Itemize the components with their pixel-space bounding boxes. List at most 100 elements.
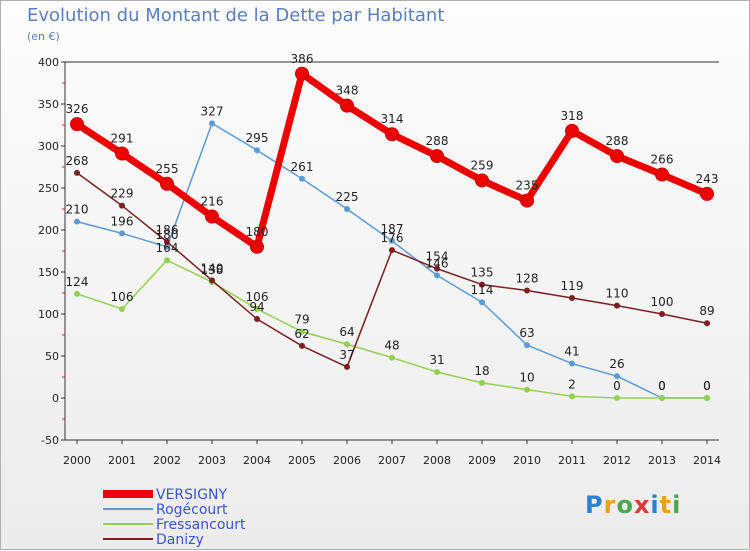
y-tick-label: 300: [38, 140, 59, 153]
data-label: 196: [111, 214, 134, 228]
data-point: [160, 176, 174, 191]
data-point: [209, 277, 215, 284]
data-point: [254, 147, 260, 154]
x-tick-label: 2006: [333, 454, 361, 467]
x-tick-label: 2010: [513, 454, 541, 467]
data-label: 266: [651, 153, 674, 167]
data-point: [70, 117, 84, 132]
chart-title: Evolution du Montant de la Dette par Hab…: [27, 5, 445, 26]
data-label: 18: [474, 364, 489, 378]
data-label: 135: [471, 266, 494, 280]
data-point: [569, 295, 575, 302]
data-point: [164, 243, 170, 250]
data-point: [704, 320, 710, 327]
y-tick-label: 200: [38, 224, 59, 237]
data-label: 48: [384, 339, 399, 353]
data-point: [74, 218, 80, 225]
legend-entry: VERSIGNY: [156, 487, 227, 503]
data-point: [254, 305, 260, 312]
data-point: [299, 342, 305, 349]
data-point: [344, 206, 350, 212]
data-point: [115, 146, 129, 161]
x-tick-label: 2014: [693, 454, 721, 467]
data-label: 2: [568, 377, 576, 391]
y-tick-label: 350: [38, 98, 59, 111]
data-label: 0: [703, 379, 711, 393]
data-point: [434, 368, 440, 375]
data-label: 110: [606, 287, 629, 301]
data-point: [524, 342, 530, 349]
x-tick-label: 2013: [648, 454, 676, 467]
data-label: 138: [201, 263, 224, 277]
data-label: 180: [156, 228, 179, 242]
data-point: [659, 311, 665, 317]
data-label: 314: [381, 112, 404, 126]
data-point: [119, 230, 125, 237]
data-label: 100: [651, 295, 674, 309]
data-point: [475, 173, 489, 188]
x-tick-label: 2008: [423, 454, 451, 467]
data-label: 164: [156, 241, 179, 255]
data-label: 318: [561, 109, 584, 123]
data-label: 89: [699, 304, 714, 318]
data-label: 225: [336, 190, 359, 204]
data-point: [299, 328, 305, 335]
data-point: [119, 305, 125, 312]
data-point: [250, 239, 264, 254]
data-point: [700, 186, 714, 201]
data-label: 386: [291, 52, 314, 66]
data-label: 140: [201, 261, 224, 275]
y-tick-label: 150: [38, 266, 59, 279]
data-label: 64: [339, 325, 354, 339]
data-point: [340, 98, 354, 113]
proxiti-logo: Proxiti: [585, 491, 682, 519]
data-label: 216: [201, 195, 224, 209]
data-label: 180: [246, 225, 269, 239]
x-tick-label: 2012: [603, 454, 631, 467]
data-label: 10: [519, 371, 534, 385]
data-point: [479, 281, 485, 288]
data-point: [74, 169, 80, 176]
data-label: 31: [429, 353, 444, 367]
x-tick-label: 2001: [108, 454, 136, 467]
data-point: [524, 386, 530, 393]
legend-entry: Fressancourt: [156, 517, 246, 533]
x-tick-label: 2005: [288, 454, 316, 467]
data-label: 327: [201, 104, 224, 118]
data-point: [610, 149, 624, 164]
data-label: 128: [516, 271, 539, 285]
data-label: 348: [336, 84, 359, 98]
data-label: 326: [66, 102, 89, 116]
x-tick-label: 2004: [243, 454, 271, 467]
y-tick-label: 250: [38, 182, 59, 195]
data-label: 154: [426, 250, 449, 264]
data-point: [389, 247, 395, 254]
x-tick-label: 2007: [378, 454, 406, 467]
data-label: 176: [381, 231, 404, 245]
data-label: 295: [246, 131, 269, 145]
data-label: 255: [156, 162, 179, 176]
data-label: 210: [66, 203, 89, 217]
data-point: [434, 272, 440, 279]
data-label: 124: [66, 275, 89, 289]
data-label: 288: [606, 134, 629, 148]
data-label: 106: [111, 290, 134, 304]
data-label: 79: [294, 313, 309, 327]
data-point: [655, 167, 669, 182]
y-tick-label: 0: [52, 392, 59, 405]
data-point: [164, 238, 170, 245]
data-point: [479, 299, 485, 306]
data-label: 62: [294, 327, 309, 341]
data-label: 0: [703, 379, 711, 393]
data-label: 0: [658, 379, 666, 393]
data-point: [430, 149, 444, 164]
data-label: 229: [111, 187, 134, 201]
data-label: 261: [291, 160, 314, 174]
data-point: [205, 209, 219, 224]
data-point: [299, 175, 305, 182]
data-point: [119, 202, 125, 209]
data-point: [434, 265, 440, 272]
data-point: [389, 237, 395, 244]
